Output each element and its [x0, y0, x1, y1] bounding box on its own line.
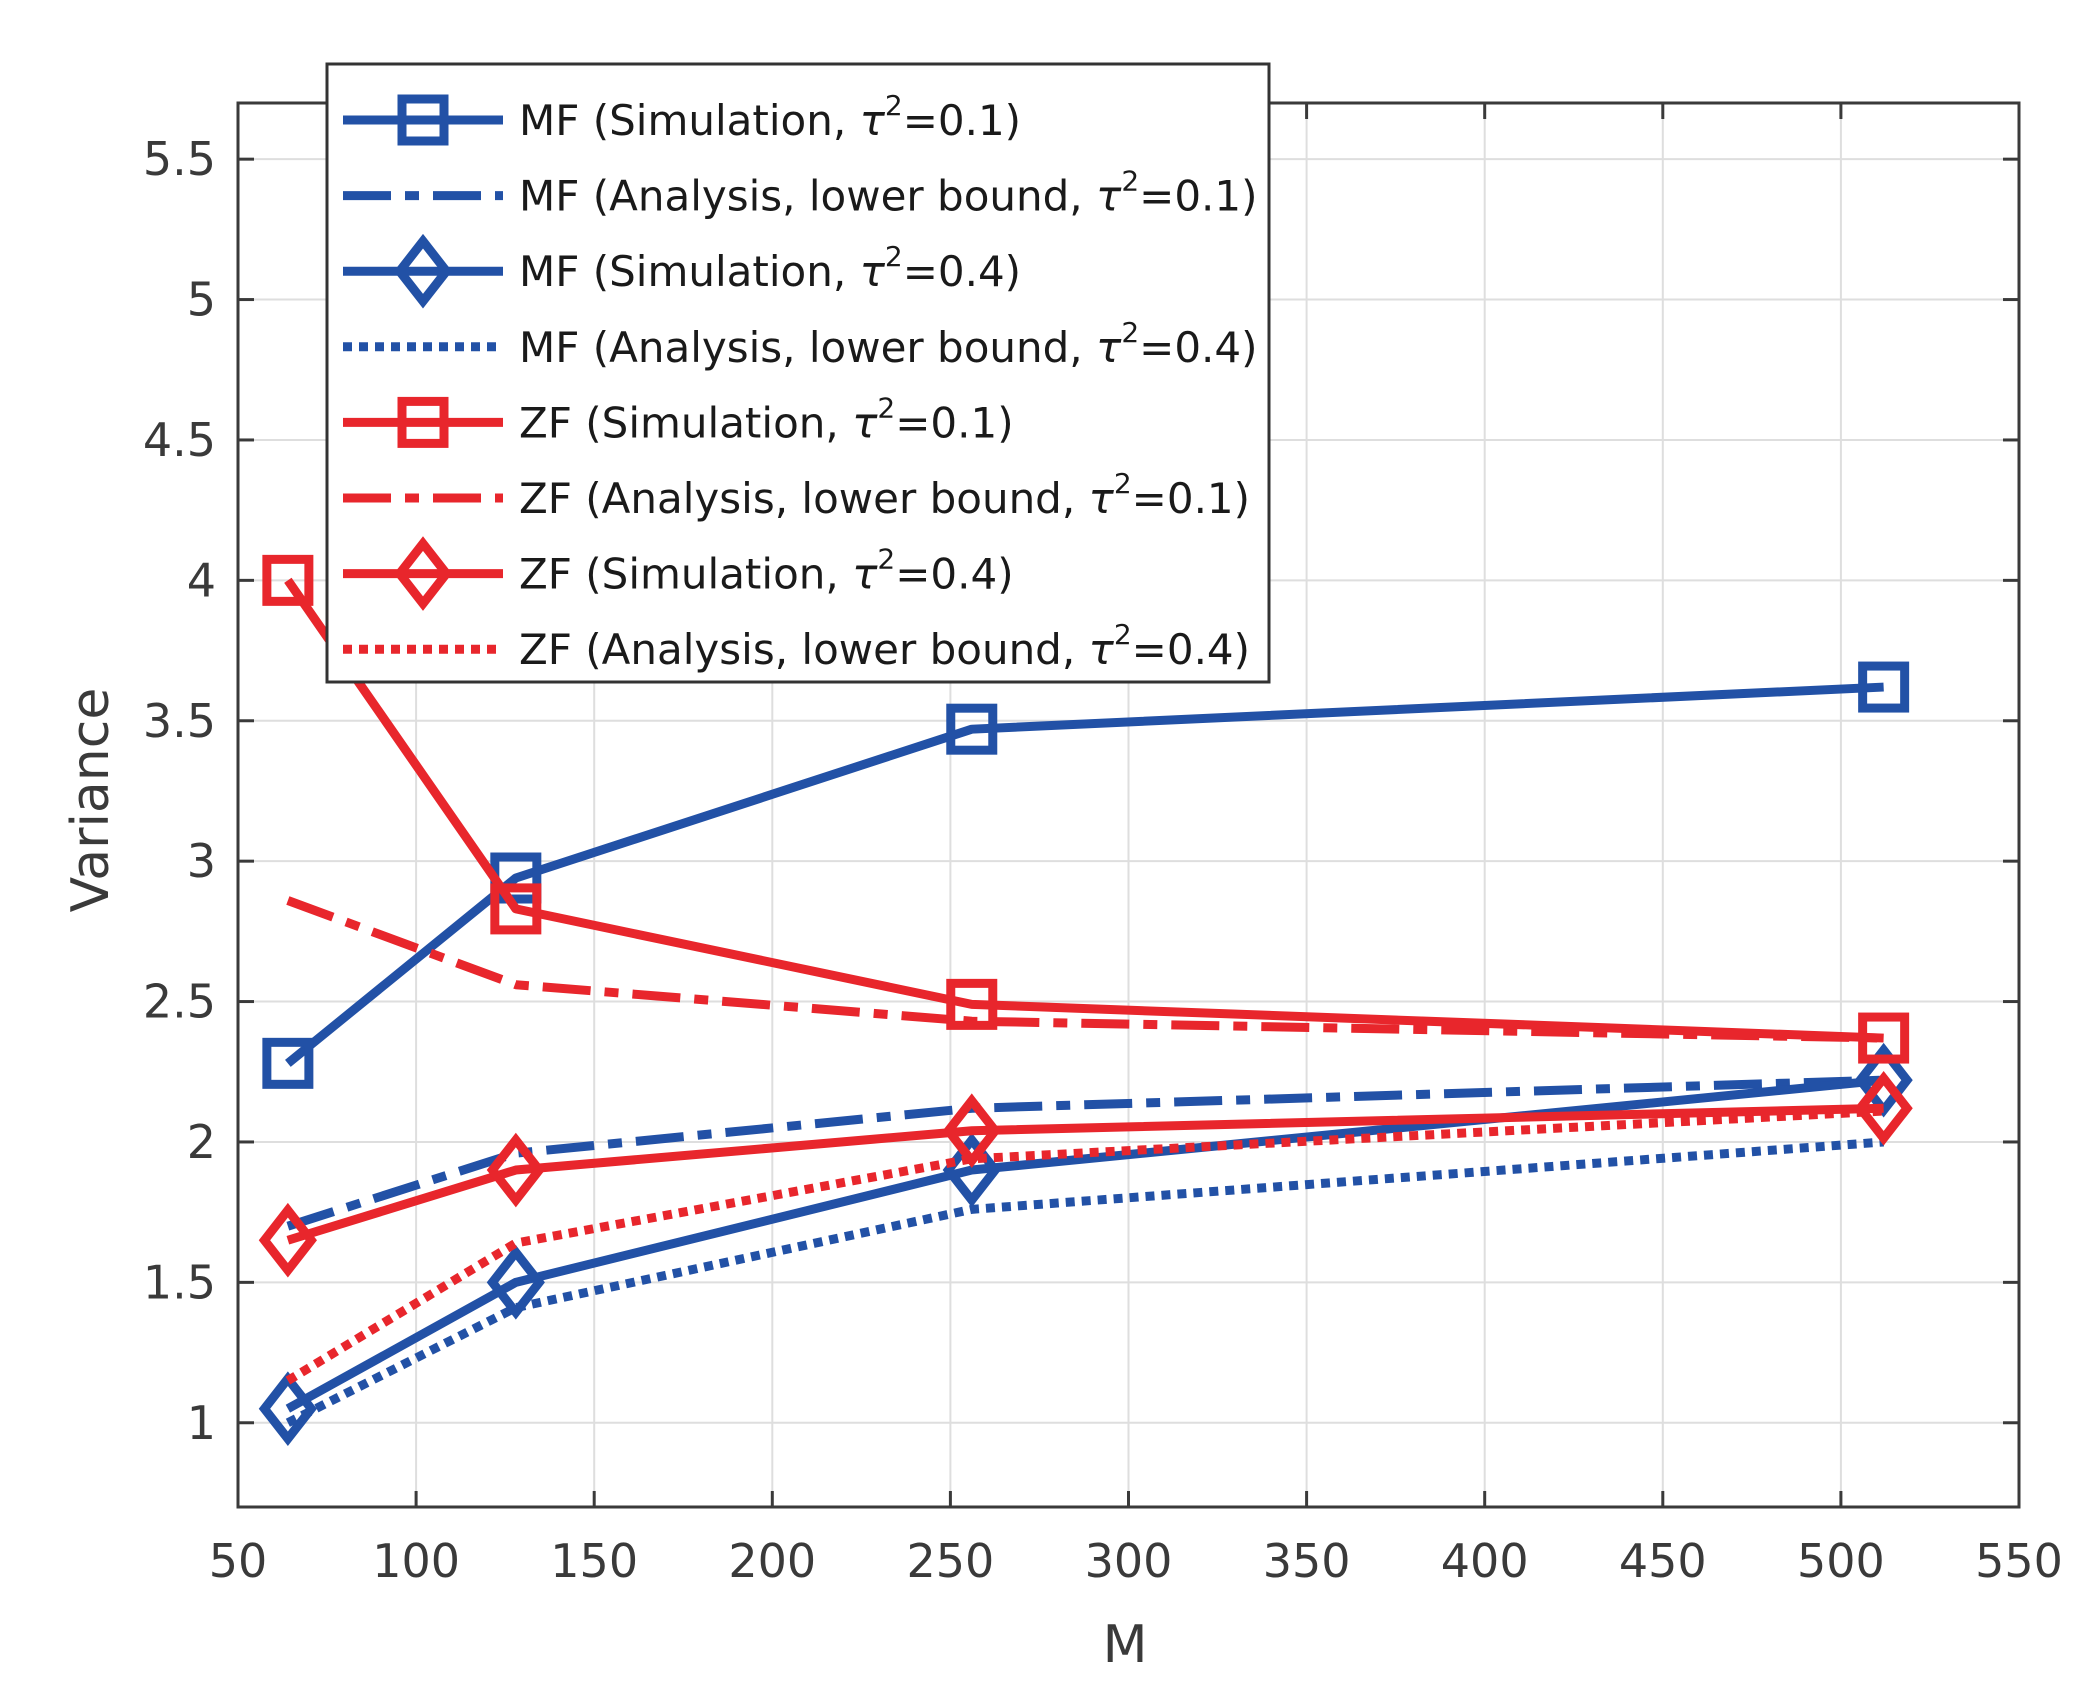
data-point-diamond: [258, 1371, 317, 1447]
y-tick-label: 5.5: [143, 132, 216, 186]
series-line: [285, 1106, 1884, 1385]
series-4: [285, 1137, 1884, 1427]
series-line: [284, 577, 1884, 1043]
series-layer: [258, 554, 1913, 1447]
data-point-diamond: [486, 1245, 545, 1320]
series-line: [286, 1075, 1884, 1231]
x-axis-title: M: [1103, 1615, 1148, 1675]
legend-label: ZF (Analysis, lower bound, τ2=0.1): [519, 467, 1250, 523]
legend-marker-diamond: [393, 233, 453, 309]
y-axis-title: Variance: [61, 688, 121, 913]
x-tick-label: 350: [1263, 1534, 1351, 1588]
data-point-diamond: [258, 1202, 317, 1278]
series-line: [286, 1103, 1884, 1245]
series-line: [285, 1137, 1884, 1427]
data-point-square: [946, 703, 998, 755]
legend-entry-8: ZF (Analysis, lower bound, τ2=0.4): [343, 618, 1250, 674]
series-line: [286, 896, 1884, 1043]
legend-entry-4: MF (Analysis, lower bound, τ2=0.4): [343, 316, 1258, 372]
data-point-square: [262, 1037, 314, 1089]
x-tick-label: 200: [728, 1534, 816, 1588]
x-tick-label: 300: [1085, 1534, 1173, 1588]
legend-entry-5: ZF (Simulation, τ2=0.1): [343, 391, 1014, 448]
data-point-diamond: [486, 1132, 545, 1208]
y-tick-label: 3: [187, 834, 216, 888]
legend-entry-3: MF (Simulation, τ2=0.4): [343, 233, 1021, 309]
legend-marker-diamond: [393, 536, 453, 611]
legend-entry-2: MF (Analysis, lower bound, τ2=0.1): [343, 165, 1258, 221]
data-point-square: [262, 554, 314, 606]
y-tick-label: 2.5: [143, 975, 216, 1029]
data-point-square: [1858, 1012, 1910, 1064]
x-tick-label: 500: [1797, 1534, 1885, 1588]
data-point-diamond: [942, 1132, 1001, 1208]
y-tick-label: 4: [187, 553, 216, 607]
x-tick-label: 550: [1975, 1534, 2063, 1588]
data-point-square: [490, 883, 542, 935]
x-tick-label: 100: [372, 1534, 460, 1588]
legend-label: MF (Analysis, lower bound, τ2=0.1): [519, 165, 1258, 221]
legend-label: MF (Simulation, τ2=0.4): [519, 240, 1021, 296]
series-1: [262, 661, 1910, 1089]
y-tick-label: 1: [187, 1396, 216, 1450]
series-6: [286, 896, 1884, 1043]
series-5: [262, 554, 1910, 1064]
legend-marker-square: [397, 396, 449, 448]
y-tick-label: 4.5: [143, 413, 216, 467]
y-tick-label: 2: [187, 1115, 216, 1169]
x-tick-label: 250: [906, 1534, 994, 1588]
data-point-diamond: [1854, 1070, 1913, 1146]
legend-label: ZF (Analysis, lower bound, τ2=0.4): [519, 618, 1250, 674]
series-line: [285, 1075, 1885, 1413]
series-3: [258, 1042, 1913, 1447]
legend-marker-square: [397, 94, 449, 146]
x-tick-label: 400: [1441, 1534, 1529, 1588]
legend-label: ZF (Simulation, τ2=0.1): [519, 391, 1014, 447]
x-tick-label: 150: [550, 1534, 638, 1588]
y-tick-label: 1.5: [143, 1255, 216, 1309]
series-line: [285, 682, 1884, 1067]
legend-label: MF (Simulation, τ2=0.1): [519, 89, 1021, 145]
legend-label: MF (Analysis, lower bound, τ2=0.4): [519, 316, 1258, 372]
series-7: [258, 1070, 1913, 1278]
legend-entry-7: ZF (Simulation, τ2=0.4): [343, 536, 1014, 611]
y-tick-label: 3.5: [143, 694, 216, 748]
x-tick-label: 450: [1619, 1534, 1707, 1588]
series-8: [285, 1106, 1884, 1385]
data-point-diamond: [942, 1093, 1001, 1169]
legend-box: [325, 62, 1271, 684]
legend: MF (Simulation, τ2=0.1) MF (Analysis, low…: [325, 62, 1271, 684]
y-tick-label: 5: [187, 273, 216, 327]
legend-label: ZF (Simulation, τ2=0.4): [519, 543, 1014, 599]
x-tick-label: 50: [209, 1534, 268, 1588]
legend-entry-1: MF (Simulation, τ2=0.1): [343, 89, 1021, 146]
tick-labels: 50 100 150 200 250 300 350 400 450 500 550 1 1.5 2 2.5…: [143, 132, 2063, 1588]
data-point-square: [1858, 661, 1910, 713]
series-2: [286, 1075, 1884, 1231]
legend-entry-6: ZF (Analysis, lower bound, τ2=0.1): [343, 467, 1250, 523]
